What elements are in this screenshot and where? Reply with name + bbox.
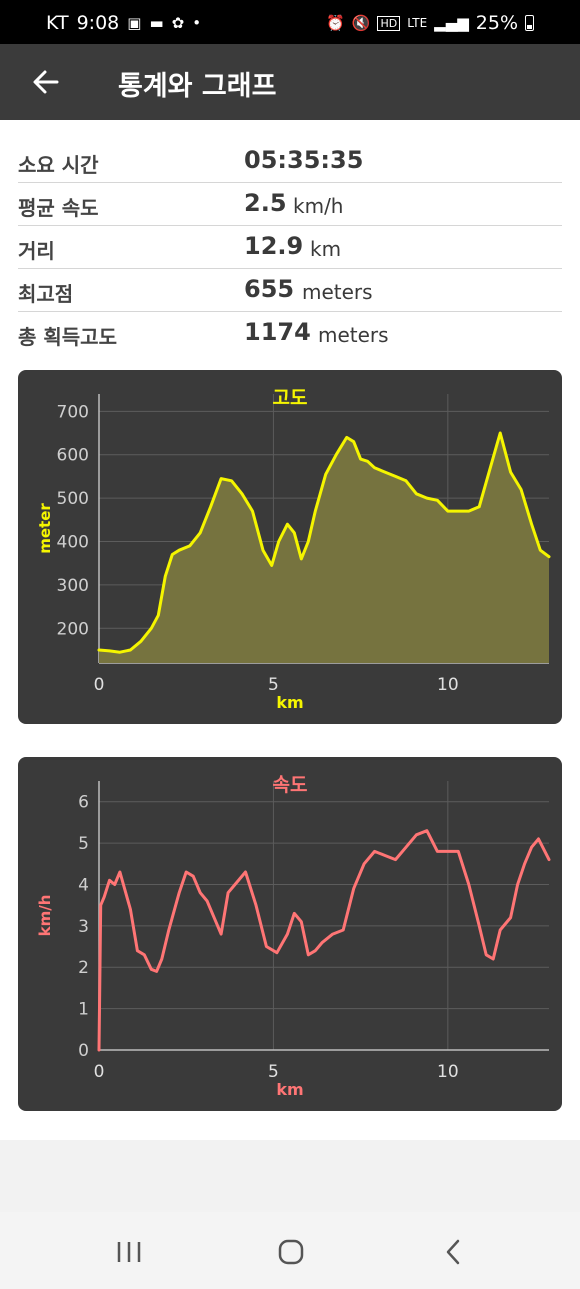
message-icon: ▬ bbox=[149, 14, 164, 32]
area-fill bbox=[99, 433, 549, 663]
stat-unit: km bbox=[310, 237, 342, 261]
back-button[interactable] bbox=[20, 56, 72, 108]
stat-value: 1174 bbox=[244, 318, 311, 346]
x-tick-label: 10 bbox=[437, 675, 459, 695]
stat-label: 평균 속도 bbox=[18, 196, 99, 220]
speed-chart-card: 0 1 2 3 4 5 6 0 5 10 속도 km km/h bbox=[18, 757, 562, 1111]
alarm-icon: ⏰ bbox=[326, 14, 345, 32]
recent-apps-icon bbox=[117, 1242, 141, 1262]
hd-icon: HD bbox=[377, 15, 401, 31]
chart-title: 고도 bbox=[273, 387, 308, 409]
signal-icon: ▂▄▆ bbox=[434, 14, 469, 32]
arrow-left-icon bbox=[33, 70, 59, 94]
stat-value: 12.9 bbox=[244, 232, 304, 260]
mute-icon: 🔇 bbox=[351, 14, 371, 32]
y-tick-label: 3 bbox=[78, 917, 89, 937]
stat-unit: meters bbox=[318, 323, 389, 347]
flower-icon: ✿ bbox=[171, 14, 185, 32]
y-tick-label: 6 bbox=[78, 793, 89, 813]
altitude-chart: 200 300 400 500 600 700 0 5 10 고도 km meter bbox=[36, 387, 551, 712]
x-axis-label: km bbox=[276, 1080, 303, 1099]
stat-label: 총 획득고도 bbox=[18, 325, 117, 349]
speed-chart: 0 1 2 3 4 5 6 0 5 10 속도 km km/h bbox=[36, 774, 551, 1099]
x-axis-label: km bbox=[276, 693, 303, 712]
y-tick-label: 200 bbox=[57, 619, 89, 639]
y-tick-label: 4 bbox=[78, 875, 89, 895]
y-tick-label: 1 bbox=[78, 1000, 89, 1020]
x-tick-label: 10 bbox=[437, 1062, 459, 1082]
time-label: 9:08 bbox=[76, 12, 120, 34]
stat-unit: meters bbox=[302, 280, 373, 304]
stat-row-avg-speed: 평균 속도 2.5 km/h bbox=[18, 183, 562, 226]
stat-label: 최고점 bbox=[18, 282, 74, 306]
back-icon bbox=[446, 1239, 460, 1265]
lte-icon: LTE bbox=[407, 16, 428, 30]
back-nav-button[interactable] bbox=[428, 1232, 478, 1272]
navigation-bar bbox=[0, 1212, 580, 1289]
stat-value: 05:35:35 bbox=[244, 146, 364, 174]
series-line bbox=[97, 431, 551, 654]
y-tick-label: 600 bbox=[57, 446, 89, 466]
gallery-icon: ▣ bbox=[127, 14, 142, 32]
dot-icon: • bbox=[192, 14, 202, 32]
content-area: 소요 시간 05:35:35 평균 속도 2.5 km/h 거리 12.9 km… bbox=[0, 120, 580, 1140]
stat-value: 655 bbox=[244, 275, 295, 303]
y-axis-label: km/h bbox=[36, 895, 54, 937]
stat-label: 거리 bbox=[18, 239, 55, 263]
altitude-chart-card: 200 300 400 500 600 700 0 5 10 고도 km meter bbox=[18, 370, 562, 724]
y-tick-label: 500 bbox=[57, 489, 89, 509]
stat-unit: km/h bbox=[293, 194, 344, 218]
x-tick-label: 0 bbox=[94, 1062, 105, 1082]
stat-row-total-ascent: 총 획득고도 1174 meters bbox=[18, 312, 562, 355]
x-tick-label: 5 bbox=[268, 1062, 279, 1082]
stat-row-max-altitude: 최고점 655 meters bbox=[18, 269, 562, 312]
recent-apps-button[interactable] bbox=[104, 1232, 154, 1272]
y-tick-label: 2 bbox=[78, 958, 89, 978]
y-tick-label: 700 bbox=[57, 402, 89, 422]
app-bar: 통계와 그래프 bbox=[0, 44, 580, 120]
stat-row-duration: 소요 시간 05:35:35 bbox=[18, 140, 562, 183]
home-icon bbox=[278, 1239, 304, 1265]
x-tick-label: 0 bbox=[94, 675, 105, 695]
chart-title: 속도 bbox=[273, 774, 308, 796]
y-tick-label: 5 bbox=[78, 834, 89, 854]
stat-label: 소요 시간 bbox=[18, 153, 99, 177]
series-line bbox=[97, 829, 551, 1052]
y-tick-label: 0 bbox=[78, 1041, 89, 1061]
page-title: 통계와 그래프 bbox=[118, 71, 277, 102]
y-tick-label: 400 bbox=[57, 533, 89, 553]
y-tick-label: 300 bbox=[57, 576, 89, 596]
carrier-label: KT bbox=[46, 12, 69, 34]
status-bar: KT 9:08 ▣ ▬ ✿ • ⏰ 🔇 HD LTE ▂▄▆ 25% bbox=[0, 0, 580, 44]
battery-icon bbox=[525, 15, 534, 31]
battery-label: 25% bbox=[475, 12, 518, 34]
y-axis-label: meter bbox=[36, 503, 54, 554]
stat-row-distance: 거리 12.9 km bbox=[18, 226, 562, 269]
x-tick-label: 5 bbox=[268, 675, 279, 695]
stat-value: 2.5 bbox=[244, 189, 287, 217]
home-button[interactable] bbox=[266, 1232, 316, 1272]
